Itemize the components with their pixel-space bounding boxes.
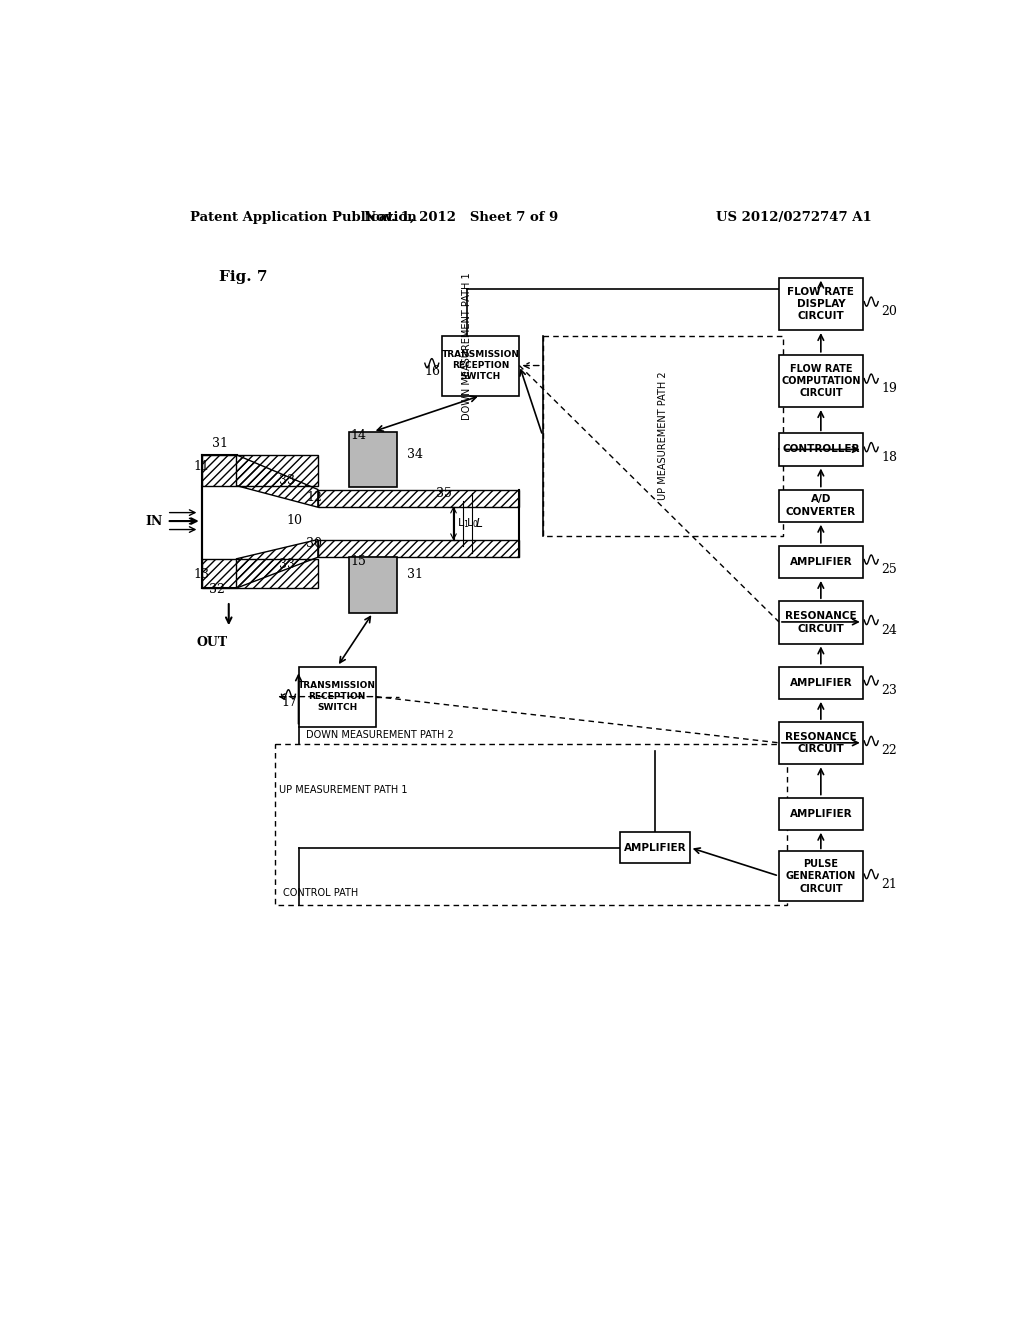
Text: Patent Application Publication: Patent Application Publication [190,211,417,224]
Text: 11: 11 [194,459,210,473]
Text: 18: 18 [882,450,897,463]
Bar [779,433,862,466]
Text: CONTROLLER: CONTROLLER [782,445,859,454]
Text: DOWN MEASUREMENT PATH 1: DOWN MEASUREMENT PATH 1 [463,272,472,420]
Text: RESONANCE
CIRCUIT: RESONANCE CIRCUIT [785,611,857,634]
Bar [779,277,862,330]
Text: US 2012/0272747 A1: US 2012/0272747 A1 [716,211,872,224]
Bar [317,540,519,557]
Bar [779,545,862,578]
Bar [779,851,862,902]
Text: 14: 14 [350,429,367,442]
Text: 33: 33 [280,474,295,487]
Bar [275,743,786,906]
Bar [442,335,519,396]
Text: RESONANCE
CIRCUIT: RESONANCE CIRCUIT [785,733,857,755]
Text: CONTROL PATH: CONTROL PATH [283,887,358,898]
Text: IN: IN [145,515,163,528]
Text: PULSE
GENERATION
CIRCUIT: PULSE GENERATION CIRCUIT [785,859,856,894]
Text: Nov. 1, 2012   Sheet 7 of 9: Nov. 1, 2012 Sheet 7 of 9 [365,211,558,224]
Bar [202,558,317,589]
Text: A/D
CONVERTER: A/D CONVERTER [785,495,856,517]
Text: AMPLIFIER: AMPLIFIER [624,842,686,853]
Text: L$_1$: L$_1$ [457,516,469,531]
Text: 10: 10 [287,513,303,527]
Text: 31: 31 [407,568,423,581]
Text: AMPLIFIER: AMPLIFIER [790,809,852,818]
Text: TRANSMISSION
RECEPTION
SWITCH: TRANSMISSION RECEPTION SWITCH [441,350,519,381]
Text: 33: 33 [280,558,295,572]
Text: 13: 13 [194,568,210,581]
Text: UP MEASUREMENT PATH 1: UP MEASUREMENT PATH 1 [280,785,408,795]
Bar [317,490,519,507]
Text: AMPLIFIER: AMPLIFIER [790,677,852,688]
Bar [779,601,862,644]
Text: 25: 25 [882,564,897,576]
Bar [621,832,690,863]
Bar [779,797,862,830]
Bar [202,455,317,486]
Bar [779,722,862,764]
Text: TRANSMISSION
RECEPTION
SWITCH: TRANSMISSION RECEPTION SWITCH [298,681,376,713]
Bar [779,667,862,700]
Text: 35: 35 [436,487,453,500]
Text: Fig. 7: Fig. 7 [219,271,268,284]
Text: 16: 16 [424,366,440,379]
Text: 34: 34 [407,449,423,462]
Bar [779,490,862,521]
Bar [349,557,397,612]
Bar [779,355,862,407]
Text: AMPLIFIER: AMPLIFIER [790,557,852,566]
Text: 31: 31 [212,437,227,450]
Text: 19: 19 [882,381,897,395]
Text: 20: 20 [882,305,897,318]
Text: 23: 23 [882,684,897,697]
Text: 17: 17 [281,696,297,709]
Text: 12: 12 [306,491,323,504]
Bar [299,667,376,726]
Text: FLOW RATE
DISPLAY
CIRCUIT: FLOW RATE DISPLAY CIRCUIT [787,286,854,321]
Bar [543,335,783,536]
Text: OUT: OUT [197,636,227,649]
Text: UP MEASUREMENT PATH 2: UP MEASUREMENT PATH 2 [657,371,668,500]
Text: 21: 21 [882,878,897,891]
Text: 22: 22 [882,744,897,758]
Text: 15: 15 [350,554,367,568]
Text: 24: 24 [882,623,897,636]
Text: FLOW RATE
COMPUTATION
CIRCUIT: FLOW RATE COMPUTATION CIRCUIT [781,363,860,399]
Text: 30: 30 [306,537,323,550]
Text: 32: 32 [209,583,225,597]
Text: L$_0$: L$_0$ [466,516,478,531]
Text: DOWN MEASUREMENT PATH 2: DOWN MEASUREMENT PATH 2 [306,730,454,739]
Bar [349,432,397,487]
Text: L: L [475,517,482,529]
